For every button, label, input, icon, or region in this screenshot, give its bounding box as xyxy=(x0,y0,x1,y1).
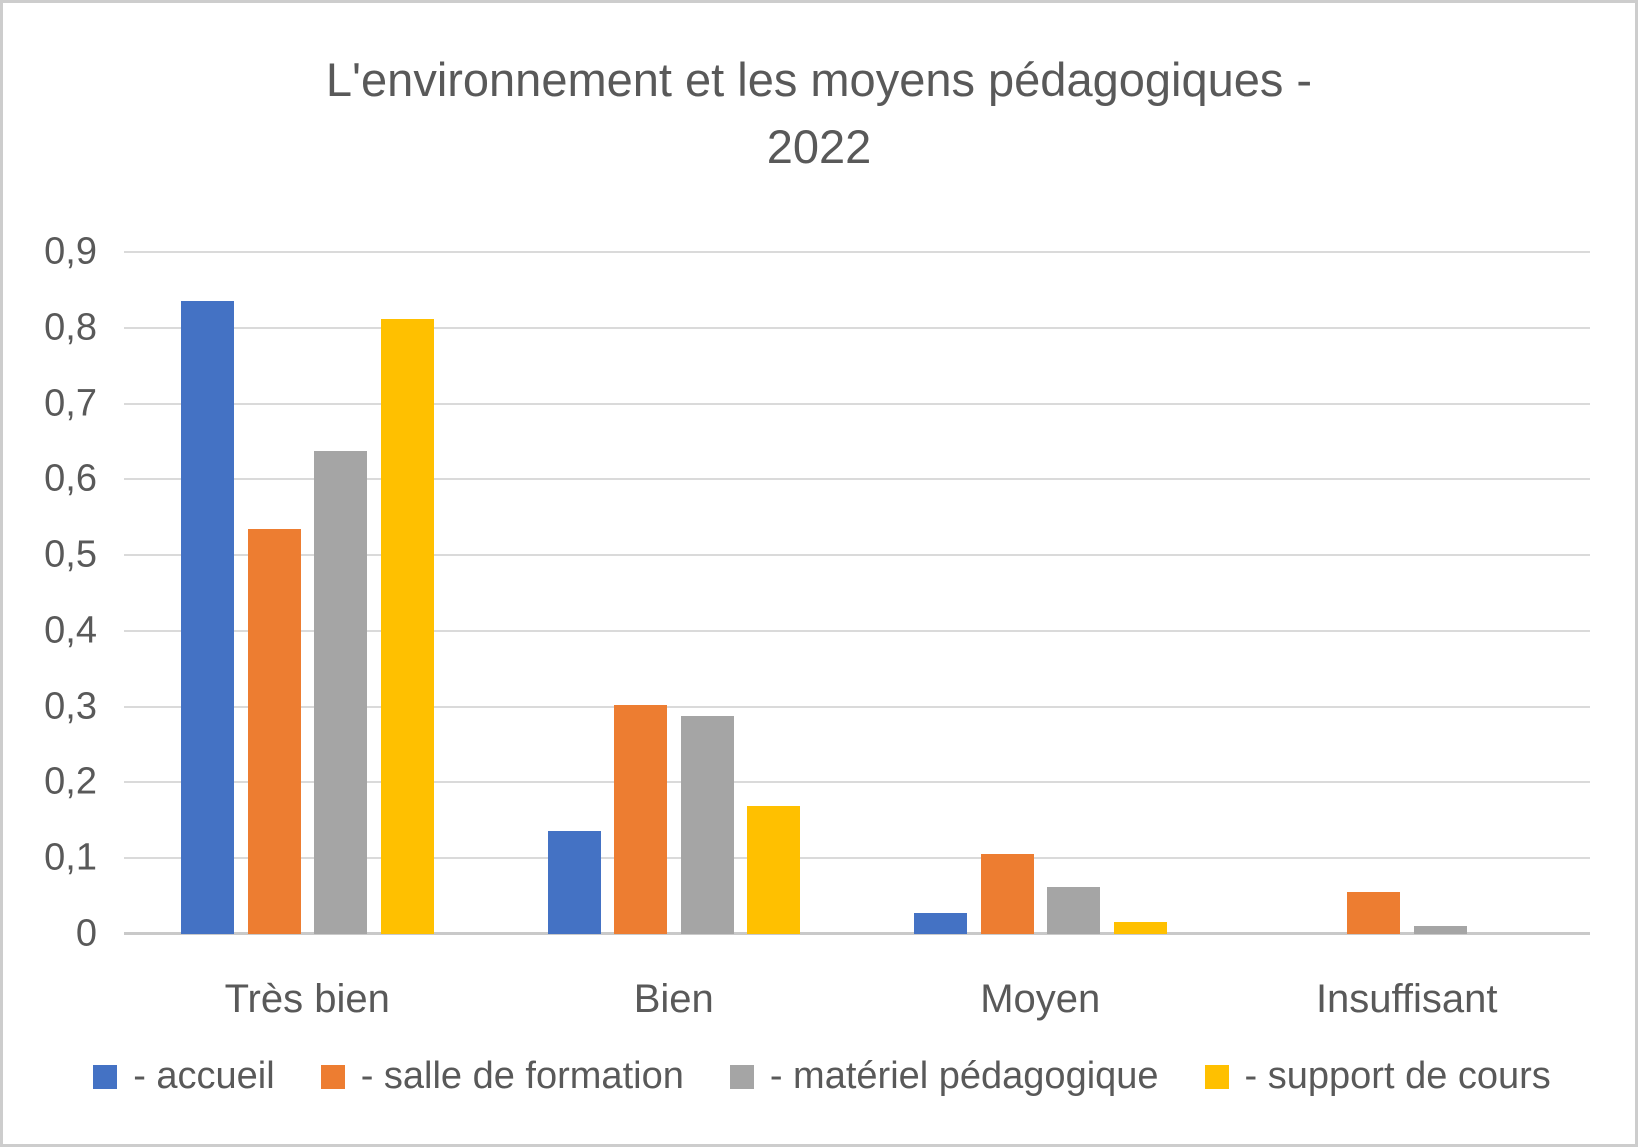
gridline xyxy=(124,705,1590,708)
bar-accueil-tres-bien xyxy=(181,300,234,934)
gridline xyxy=(124,781,1590,784)
bar-materiel-pedagogique-insuffisant xyxy=(1413,926,1467,934)
x-axis-line xyxy=(124,932,1590,935)
bar-support-de-cours-tres-bien xyxy=(380,318,434,934)
bar-accueil-bien xyxy=(547,830,601,934)
legend-swatch-salle-de-formation xyxy=(320,1064,345,1089)
bar-chart: 0,9 0,8 0,7 0,6 0,5 0,4 0,3 0,2 0,1 0 xyxy=(3,231,1635,955)
bar-support-de-cours-moyen xyxy=(1113,921,1167,934)
y-tick-label: 0,7 xyxy=(44,382,97,425)
chart-title-line-1: L'environnement et les moyens pédagogiqu… xyxy=(325,53,1313,106)
legend-swatch-support-de-cours xyxy=(1204,1064,1229,1089)
y-tick-label: 0,5 xyxy=(44,533,97,576)
gridline xyxy=(124,478,1590,481)
gridline xyxy=(124,251,1590,253)
bar-group-tres-bien xyxy=(124,252,491,934)
bar-group-moyen xyxy=(857,252,1224,934)
bar-salle-de-formation-insuffisant xyxy=(1347,892,1400,934)
x-axis-category-labels: Très bien Bien Moyen Insuffisant xyxy=(124,977,1590,1022)
gridline xyxy=(124,554,1590,557)
bar-accueil-moyen xyxy=(914,912,967,934)
y-tick-label: 0,9 xyxy=(44,230,97,273)
chart-title-line-2: 2022 xyxy=(766,119,872,173)
bar-materiel-pedagogique-bien xyxy=(680,715,734,934)
y-tick-label: 0 xyxy=(75,912,97,955)
bar-salle-de-formation-tres-bien xyxy=(247,529,301,934)
y-tick-label: 0,8 xyxy=(44,306,97,349)
gridline xyxy=(124,629,1590,632)
bar-group-bien xyxy=(491,252,858,934)
legend-swatch-accueil xyxy=(93,1064,118,1089)
x-category-label-tres-bien: Très bien xyxy=(224,977,390,1021)
legend-item-accueil: - accueil xyxy=(93,1055,275,1098)
legend-item-support-de-cours: - support de cours xyxy=(1204,1055,1551,1098)
y-axis: 0,9 0,8 0,7 0,6 0,5 0,4 0,3 0,2 0,1 0 xyxy=(3,231,97,955)
legend-item-salle-de-formation: - salle de formation xyxy=(320,1055,684,1098)
y-tick-label: 0,1 xyxy=(44,836,97,879)
bar-materiel-pedagogique-tres-bien xyxy=(314,451,367,934)
x-category-label-insuffisant: Insuffisant xyxy=(1315,977,1498,1021)
legend-label-accueil: - accueil xyxy=(133,1055,275,1097)
bar-groups xyxy=(124,252,1590,934)
y-tick-label: 0,3 xyxy=(44,685,97,728)
chart-title: L'environnement et les moyens pédagogiqu… xyxy=(3,47,1635,180)
gridline xyxy=(124,326,1590,329)
x-category-label-bien: Bien xyxy=(633,977,714,1021)
gridline xyxy=(124,402,1590,405)
legend-swatch-materiel-pedagogique xyxy=(729,1064,754,1089)
bar-salle-de-formation-bien xyxy=(614,705,667,934)
bar-salle-de-formation-moyen xyxy=(980,853,1034,934)
legend-label-materiel-pedagogique: - matériel pédagogique xyxy=(769,1055,1159,1097)
legend-item-materiel-pedagogique: - matériel pédagogique xyxy=(729,1055,1159,1098)
y-tick-label: 0,6 xyxy=(44,457,97,500)
bar-materiel-pedagogique-moyen xyxy=(1047,887,1100,934)
y-tick-label: 0,4 xyxy=(44,609,97,652)
gridline xyxy=(124,857,1590,860)
bar-group-insuffisant xyxy=(1224,252,1591,934)
x-category-label-moyen: Moyen xyxy=(980,977,1101,1021)
plot-area xyxy=(124,251,1590,935)
legend-label-salle-de-formation: - salle de formation xyxy=(360,1055,684,1097)
bar-support-de-cours-bien xyxy=(747,805,800,934)
y-tick-label: 0,2 xyxy=(44,760,97,803)
legend: - accueil - salle de formation - matériel … xyxy=(6,1055,1638,1098)
legend-label-support-de-cours: - support de cours xyxy=(1244,1055,1551,1097)
